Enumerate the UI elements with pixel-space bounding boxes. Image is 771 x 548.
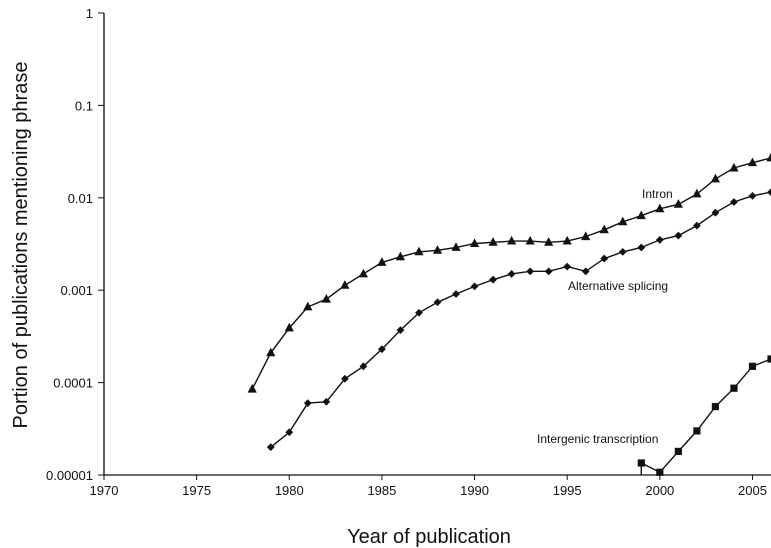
triangle-marker xyxy=(692,189,701,198)
triangle-marker xyxy=(340,280,349,289)
series-layer xyxy=(248,153,771,476)
square-marker xyxy=(749,363,756,370)
axes xyxy=(98,13,771,480)
triangle-marker xyxy=(711,174,720,183)
x-tick-label: 1970 xyxy=(90,483,119,498)
diamond-marker xyxy=(489,276,497,284)
square-marker xyxy=(730,385,737,392)
tick-labels: 1970 1975 1980 1985 1990 1995 2000 2005 0.00001 0… xyxy=(46,6,767,498)
diamond-marker xyxy=(656,236,664,244)
square-marker xyxy=(712,403,719,410)
triangle-marker xyxy=(766,153,771,162)
series-alternative-splicing xyxy=(267,188,771,451)
annotation-alternative-splicing: Alternative splicing xyxy=(568,279,668,293)
triangle-marker xyxy=(248,384,257,393)
y-tick-label: 0.01 xyxy=(68,191,93,206)
diamond-marker xyxy=(749,192,757,200)
diamond-marker xyxy=(563,263,571,271)
x-axis-title: Year of publication xyxy=(347,526,511,548)
triangle-marker xyxy=(322,294,331,303)
y-tick-label: 0.1 xyxy=(75,98,93,113)
square-marker xyxy=(767,355,771,362)
series-line-alternative-splicing xyxy=(271,192,771,447)
diamond-marker xyxy=(730,198,738,206)
diamond-marker xyxy=(434,298,442,306)
diamond-marker xyxy=(545,267,553,275)
y-tick-label: 0.00001 xyxy=(46,468,93,483)
x-tick-label: 1985 xyxy=(367,483,396,498)
x-tick-label: 2005 xyxy=(738,483,767,498)
y-tick-label: 0.001 xyxy=(60,283,93,298)
square-marker xyxy=(693,427,700,434)
square-marker xyxy=(656,469,663,476)
diamond-marker xyxy=(508,270,516,278)
y-axis-title: Portion of publications mentioning phras… xyxy=(10,62,32,429)
series-intergenic-transcription xyxy=(638,355,771,475)
x-tick-label: 1990 xyxy=(460,483,489,498)
triangle-marker xyxy=(359,269,368,278)
diamond-marker xyxy=(471,282,479,290)
diamond-marker xyxy=(674,232,682,240)
x-tick-label: 2000 xyxy=(645,483,674,498)
series-line-intergenic-transcription xyxy=(641,359,771,472)
diamond-marker xyxy=(767,188,771,196)
y-tick-label: 0.0001 xyxy=(53,376,93,391)
diamond-marker xyxy=(526,267,534,275)
triangle-marker xyxy=(526,236,535,245)
square-marker xyxy=(675,448,682,455)
annotation-intergenic-transcription: Intergenic transcription xyxy=(537,432,658,446)
triangle-marker xyxy=(674,199,683,208)
x-tick-label: 1975 xyxy=(182,483,211,498)
diamond-marker xyxy=(304,399,312,407)
y-tick-label: 1 xyxy=(86,6,93,21)
annotation-intron: Intron xyxy=(642,187,673,201)
x-tick-label: 1980 xyxy=(275,483,304,498)
x-tick-label: 1995 xyxy=(553,483,582,498)
diamond-marker xyxy=(452,290,460,298)
triangle-marker xyxy=(507,236,516,245)
diamond-marker xyxy=(637,244,645,252)
diamond-marker xyxy=(619,248,627,256)
